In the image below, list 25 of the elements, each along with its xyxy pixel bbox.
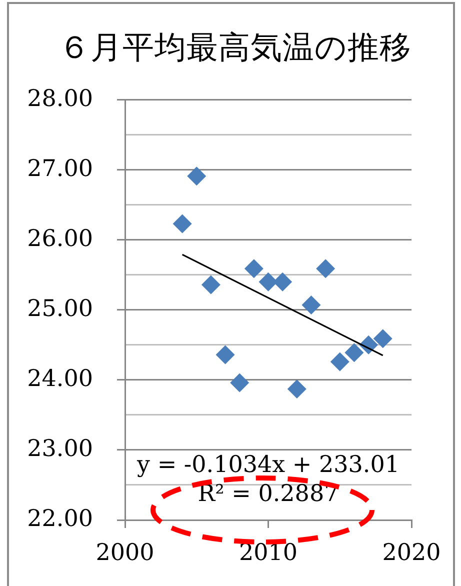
point <box>187 166 206 186</box>
point <box>273 272 292 292</box>
x-tick-label: 2000 <box>96 540 154 566</box>
chart-title: ６月平均最高気温の推移 <box>58 30 412 66</box>
y-tick-label: 28.00 <box>27 86 93 112</box>
y-tick-label: 26.00 <box>27 226 93 252</box>
x-tick-label: 2020 <box>382 540 441 566</box>
y-tick-label: 23.00 <box>27 436 93 462</box>
point <box>244 259 264 278</box>
point <box>316 259 336 278</box>
point <box>344 343 364 362</box>
point <box>216 345 235 364</box>
point <box>230 373 250 392</box>
x-tick-label: 2010 <box>238 540 298 566</box>
y-tick-label: 25.00 <box>27 296 93 322</box>
y-tick-label: 27.00 <box>27 156 93 182</box>
point <box>302 296 321 314</box>
point <box>172 214 192 234</box>
y-tick-label: 22.00 <box>27 506 93 532</box>
y-tick-label: 24.00 <box>27 366 93 392</box>
annotation: y = -0.1034x + 233.01 <box>136 452 400 478</box>
point <box>201 275 220 294</box>
point <box>287 380 306 399</box>
point <box>373 329 392 348</box>
point <box>330 352 350 372</box>
